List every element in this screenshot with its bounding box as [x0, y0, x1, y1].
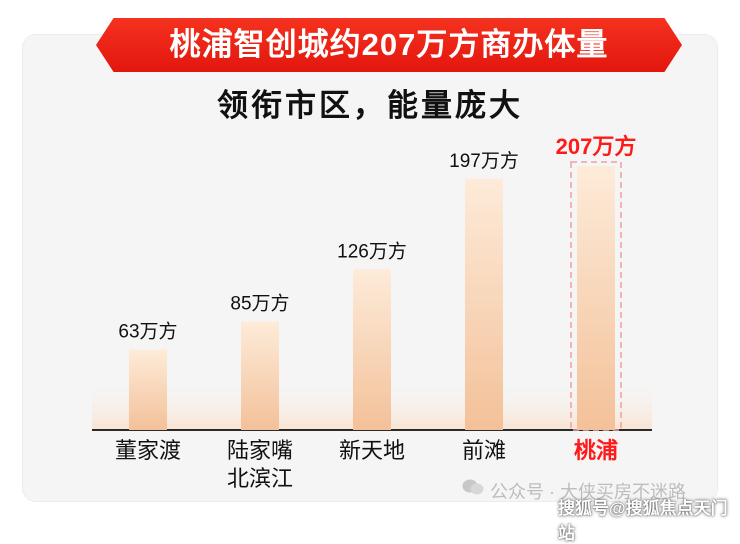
data-label-0: 63万方: [118, 321, 177, 343]
title-banner: [96, 18, 682, 72]
bar-0: [129, 349, 167, 430]
category-label-3: 前滩: [462, 438, 506, 463]
chart-subtitle: 领衔市区，能量庞大: [217, 88, 523, 123]
category-label-0: 董家渡: [115, 438, 181, 463]
bar-2: [353, 269, 391, 430]
wechat-icon: [462, 479, 484, 495]
watermark-text: 公众号 · 大侠买房不迷路: [490, 482, 686, 502]
category-label-1-0: 陆家嘴: [227, 438, 293, 463]
category-label-4: 桃浦: [574, 438, 618, 463]
watermark-site: 搜狐号@搜狐焦点天门站: [558, 499, 728, 543]
bar-3: [465, 178, 503, 430]
data-label-2: 126万方: [337, 240, 407, 262]
data-label-4: 207万方: [556, 134, 637, 159]
page-title: 桃浦智创城约207万方商办体量: [169, 27, 609, 62]
data-label-3: 197万方: [449, 150, 519, 172]
category-label-1-1: 北滨江: [227, 466, 293, 491]
data-label-1: 85万方: [230, 293, 289, 315]
category-label-2: 新天地: [339, 438, 405, 463]
bar-4: [577, 166, 615, 430]
bar-1: [241, 321, 279, 430]
